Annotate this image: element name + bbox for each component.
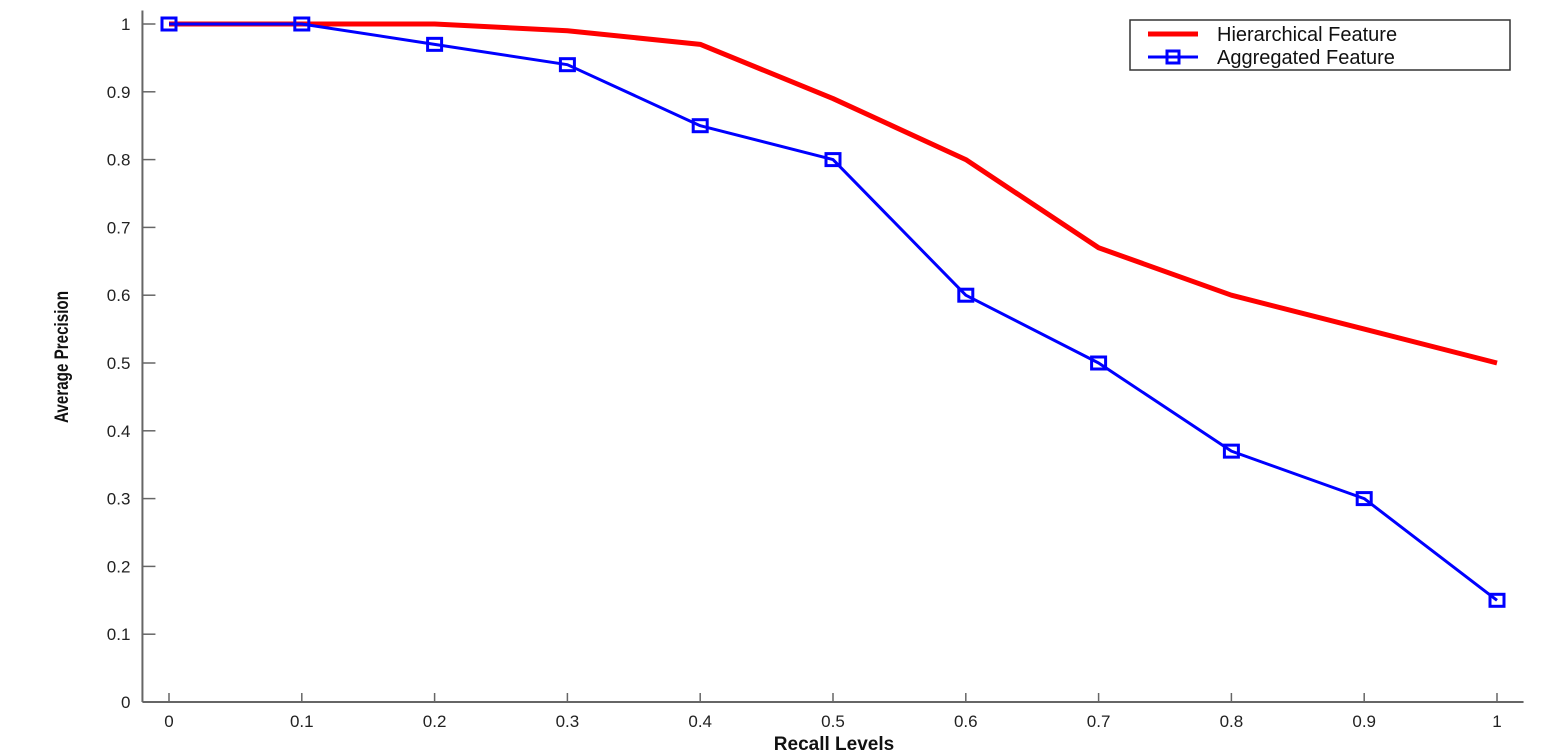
data-point-aggregated-feature (160, 16, 178, 32)
x-tick-label: 0.5 (821, 712, 845, 731)
y-axis-title: Average Precision (50, 291, 72, 423)
x-tick-label: 1 (1492, 712, 1501, 731)
legend: Hierarchical Feature Aggregated Feature (1129, 19, 1511, 71)
x-tick-label: 0.8 (1220, 712, 1244, 731)
x-tick-label: 0.1 (290, 712, 314, 731)
x-tick-label: 0.2 (423, 712, 447, 731)
series-layer (160, 16, 1506, 608)
legend-label-aggregated: Aggregated Feature (1217, 47, 1395, 69)
y-tick-label: 0 (121, 693, 130, 712)
data-point-aggregated-feature (1488, 592, 1506, 608)
data-point-aggregated-feature (824, 152, 842, 168)
x-tick-label: 0.4 (688, 712, 712, 731)
x-tick-label: 0.6 (954, 712, 978, 731)
y-tick-label: 0.4 (107, 422, 131, 441)
series-line-hierarchical-feature (169, 21, 1498, 366)
y-tick-label: 0.5 (107, 354, 131, 373)
data-point-aggregated-feature (691, 118, 709, 134)
x-tick-label: 0 (164, 712, 173, 731)
y-tick-label: 0.2 (107, 557, 131, 576)
y-tick-label: 0.9 (107, 83, 131, 102)
legend-box (1129, 19, 1511, 71)
axes: 0 0.1 0.2 0.3 0.4 0.5 0.6 0.7 0.8 0.9 1 0 0.1 0.2 0.3 0… (107, 10, 1524, 731)
data-point-aggregated-feature (957, 287, 975, 303)
x-tick-label: 0.7 (1087, 712, 1111, 731)
legend-marker-aggregated (1165, 49, 1181, 65)
data-point-aggregated-feature (558, 57, 576, 73)
x-axis-title: Recall Levels (774, 734, 894, 755)
data-point-aggregated-feature (426, 36, 444, 52)
x-tick-label: 0.9 (1352, 712, 1376, 731)
x-tick-label: 0.3 (556, 712, 580, 731)
y-tick-label: 0.8 (107, 151, 131, 170)
y-tick-label: 1 (121, 15, 130, 34)
data-point-aggregated-feature (293, 16, 311, 32)
y-tick-label: 0.6 (107, 286, 131, 305)
data-point-aggregated-feature (1090, 355, 1108, 371)
y-tick-label: 0.1 (107, 625, 131, 644)
data-point-aggregated-feature (1355, 491, 1373, 507)
data-point-aggregated-feature (1222, 443, 1240, 459)
legend-label-hierarchical: Hierarchical Feature (1217, 24, 1397, 46)
series-line-aggregated-feature (169, 22, 1498, 602)
y-tick-label: 0.7 (107, 218, 131, 237)
y-tick-label: 0.3 (107, 490, 131, 509)
